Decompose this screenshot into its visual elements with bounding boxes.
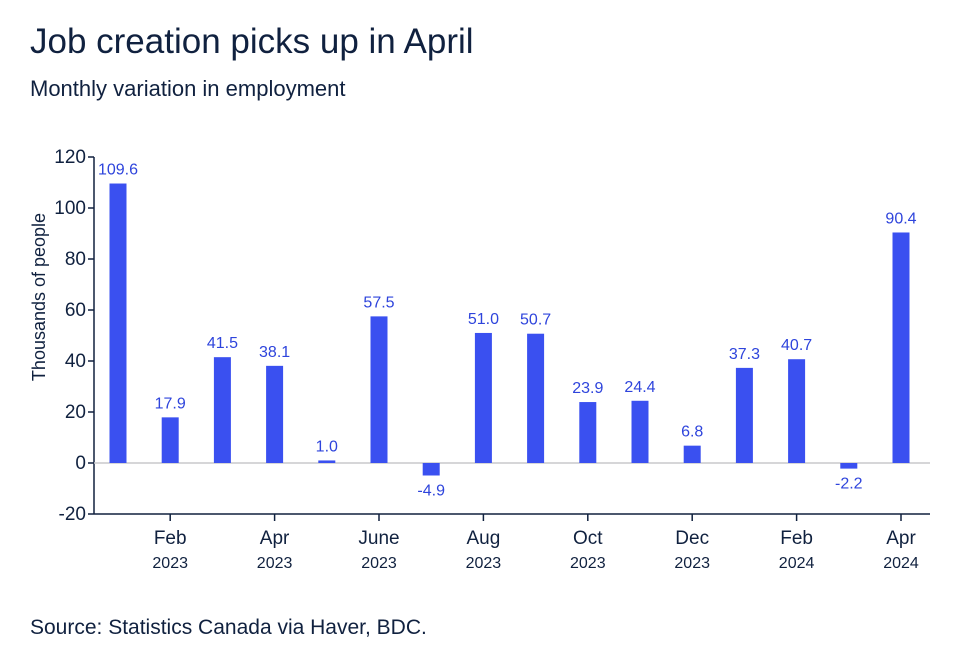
x-tick-year-label: 2024 [779, 555, 815, 572]
bar [109, 183, 127, 463]
data-label: -4.9 [417, 482, 445, 499]
y-axis-title: Thousands of people [29, 213, 49, 381]
data-label: 57.5 [363, 294, 394, 311]
x-tick-month-label: Dec [675, 528, 709, 549]
data-label: 6.8 [681, 424, 703, 441]
y-tick-label: -20 [59, 504, 86, 525]
data-labels: 109.6 17.9 41.5 38.1 1.0 57.5 -4.9 51.0 50.7 23.9… [98, 162, 917, 500]
x-tick-month-label: Apr [260, 528, 290, 549]
data-label: 41.5 [207, 335, 238, 352]
bar [266, 365, 284, 463]
y-tick-label: 40 [65, 351, 86, 372]
data-label: -2.2 [835, 476, 863, 493]
x-tick-year-label: 2023 [361, 555, 397, 572]
data-label: 37.3 [729, 346, 760, 363]
y-tick-label: 60 [65, 300, 86, 321]
data-label: 51.0 [468, 311, 499, 328]
source-note: Source: Statistics Canada via Haver, BDC… [30, 616, 427, 639]
data-label: 38.1 [259, 344, 290, 361]
data-label: 90.4 [885, 210, 916, 227]
y-tick-label: 80 [65, 249, 86, 270]
x-tick-year-label: 2023 [570, 555, 606, 572]
y-tick-label: 100 [54, 198, 86, 219]
x-tick-year-label: 2023 [152, 555, 188, 572]
x-tick-month-label: June [358, 528, 399, 549]
x-tick-month-label: Apr [886, 528, 916, 549]
x-tick-month-label: Feb [780, 528, 813, 549]
x-tick-year-label: 2023 [466, 555, 502, 572]
x-tick-month-label: Aug [466, 528, 500, 549]
data-label: 1.0 [316, 438, 338, 455]
bar [422, 463, 440, 476]
bar [527, 333, 545, 463]
bar [892, 232, 910, 463]
y-tick-label: 120 [54, 147, 86, 168]
bar [788, 359, 806, 463]
bar [579, 402, 597, 463]
x-tick-year-label: 2024 [883, 555, 919, 572]
x-tick-year-label: 2023 [257, 555, 293, 572]
data-label: 40.7 [781, 337, 812, 354]
bar [631, 400, 649, 463]
x-tick-month-label: Feb [154, 528, 187, 549]
y-tick-label: 0 [75, 453, 86, 474]
bar [161, 417, 179, 463]
bar [213, 357, 231, 463]
data-label: 50.7 [520, 312, 551, 329]
bar [370, 316, 388, 463]
data-label: 109.6 [98, 162, 138, 179]
x-axis: Feb 2023 Apr 2023 June 2023 Aug 2023 Oct 2023 Dec 2… [94, 513, 930, 572]
bars [109, 183, 910, 476]
y-axis: -20 0 20 40 60 80 100 120 [54, 147, 95, 525]
bar [735, 367, 753, 463]
x-tick-month-label: Oct [573, 528, 603, 549]
data-label: 23.9 [572, 380, 603, 397]
bar [840, 463, 858, 469]
data-label: 17.9 [155, 395, 186, 412]
bar [683, 445, 701, 463]
bar [474, 332, 492, 463]
y-tick-label: 20 [65, 402, 86, 423]
bar [318, 460, 336, 463]
data-label: 24.4 [624, 379, 655, 396]
chart-title: Job creation picks up in April [30, 22, 474, 61]
x-tick-year-label: 2023 [674, 555, 710, 572]
chart-subtitle: Monthly variation in employment [30, 76, 346, 101]
